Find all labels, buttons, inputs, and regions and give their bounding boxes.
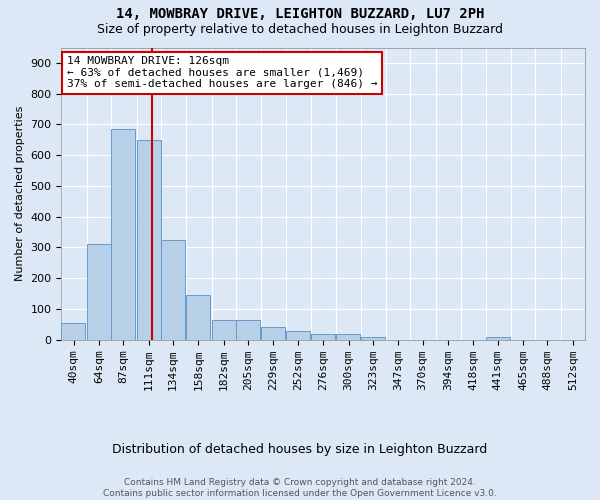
Bar (286, 330, 310, 340)
Bar (361, 336, 385, 340)
Text: Contains HM Land Registry data © Crown copyright and database right 2024.
Contai: Contains HM Land Registry data © Crown c… (103, 478, 497, 498)
Bar (161, 240, 185, 340)
Bar (262, 328, 286, 340)
Y-axis label: Number of detached properties: Number of detached properties (15, 106, 25, 282)
Bar (311, 334, 335, 340)
Bar (236, 320, 260, 340)
Bar (87, 244, 111, 340)
Text: Distribution of detached houses by size in Leighton Buzzard: Distribution of detached houses by size … (112, 442, 488, 456)
Bar (61, 323, 85, 340)
Bar (212, 320, 236, 340)
Bar (137, 140, 161, 340)
Text: 14 MOWBRAY DRIVE: 126sqm
← 63% of detached houses are smaller (1,469)
37% of sem: 14 MOWBRAY DRIVE: 126sqm ← 63% of detach… (67, 56, 377, 90)
Bar (186, 295, 210, 340)
Text: Size of property relative to detached houses in Leighton Buzzard: Size of property relative to detached ho… (97, 22, 503, 36)
Bar (111, 129, 135, 340)
Text: 14, MOWBRAY DRIVE, LEIGHTON BUZZARD, LU7 2PH: 14, MOWBRAY DRIVE, LEIGHTON BUZZARD, LU7… (116, 8, 484, 22)
Bar (337, 334, 361, 340)
Bar (485, 338, 509, 340)
